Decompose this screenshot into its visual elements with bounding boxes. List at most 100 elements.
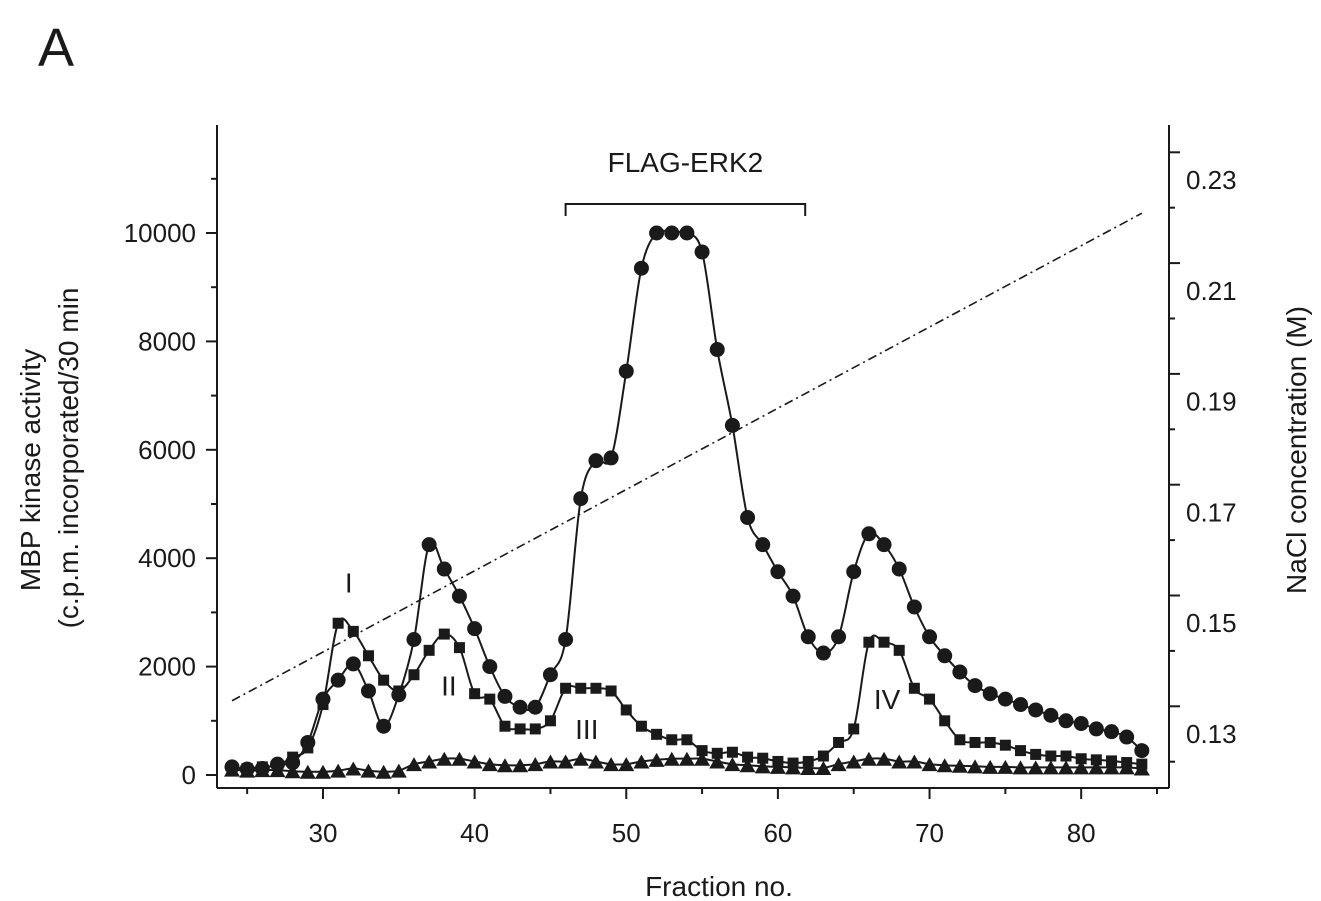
circle-point bbox=[709, 342, 725, 358]
square-point bbox=[833, 736, 845, 748]
x-tick-label: 30 bbox=[309, 818, 338, 848]
triangle-point bbox=[1058, 760, 1075, 775]
triangle-point bbox=[436, 751, 453, 766]
square-point bbox=[1030, 748, 1042, 760]
square-point bbox=[1090, 754, 1102, 766]
circle-point bbox=[345, 656, 361, 672]
triangle-point bbox=[936, 758, 953, 773]
triangle-point bbox=[466, 754, 483, 769]
circle-point bbox=[785, 588, 801, 604]
square-point bbox=[878, 636, 890, 648]
square-point bbox=[544, 715, 556, 727]
x-tick-label: 50 bbox=[612, 818, 641, 848]
square-point bbox=[408, 669, 420, 681]
square-point bbox=[1075, 753, 1087, 765]
y2-tick-label: 0.23 bbox=[1186, 165, 1237, 195]
circle-point bbox=[982, 686, 998, 702]
triangle-point bbox=[557, 754, 574, 769]
y-axis-title-line-1: MBP kinase activity bbox=[15, 349, 46, 591]
triangle-point bbox=[754, 759, 771, 774]
triangle-point bbox=[269, 763, 286, 778]
y-tick-label: 2000 bbox=[138, 652, 196, 682]
triangle-point bbox=[1042, 760, 1059, 775]
triangle-point bbox=[239, 763, 256, 778]
circle-point bbox=[891, 561, 907, 577]
square-point bbox=[1045, 750, 1057, 762]
circle-point bbox=[512, 699, 528, 715]
peak-label: III bbox=[575, 714, 598, 745]
circle-point bbox=[694, 244, 710, 260]
triangle-point bbox=[284, 764, 301, 779]
triangle-point bbox=[694, 751, 711, 766]
circle-point bbox=[603, 450, 619, 466]
square-point bbox=[954, 734, 966, 746]
flag-erk2-bracket bbox=[564, 203, 807, 216]
circle-point bbox=[967, 678, 983, 694]
square-point bbox=[696, 745, 708, 757]
triangle-point bbox=[967, 759, 984, 774]
triangle-point bbox=[496, 758, 513, 773]
triangle-point bbox=[542, 754, 559, 769]
square-point bbox=[347, 625, 359, 637]
triangle-point bbox=[572, 751, 589, 766]
nacl-gradient-layer bbox=[231, 212, 1143, 702]
square-point bbox=[742, 751, 754, 763]
peak-label: I bbox=[345, 568, 353, 599]
triangle-point bbox=[360, 763, 377, 778]
triangle-point bbox=[254, 763, 271, 778]
y-axis-title-line-2: (c.p.m. incorporated/30 min bbox=[53, 288, 84, 629]
circle-point bbox=[649, 225, 665, 241]
triangle-point bbox=[830, 757, 847, 772]
triangle-point bbox=[891, 754, 908, 769]
circle-point bbox=[376, 718, 392, 734]
panel-label: A bbox=[38, 18, 74, 78]
triangle-point bbox=[951, 758, 968, 773]
triangle-point bbox=[405, 757, 422, 772]
square-point bbox=[924, 693, 936, 705]
square-point bbox=[726, 746, 738, 758]
triangle-point bbox=[678, 751, 695, 766]
square-point bbox=[908, 682, 920, 694]
circle-point bbox=[800, 629, 816, 645]
triangle-point bbox=[648, 752, 665, 767]
square-point bbox=[287, 751, 299, 763]
triangle-point bbox=[800, 760, 817, 775]
square-point bbox=[969, 736, 981, 748]
circle-point bbox=[846, 564, 862, 580]
triangle-point bbox=[527, 757, 544, 772]
square-point bbox=[469, 688, 481, 700]
square-point bbox=[575, 682, 587, 694]
triangle-point bbox=[921, 757, 938, 772]
circle-point bbox=[482, 659, 498, 675]
triangle-point bbox=[1012, 760, 1029, 775]
circle-point bbox=[451, 588, 467, 604]
square-point bbox=[1060, 750, 1072, 762]
square-point bbox=[1015, 745, 1027, 757]
circle-point bbox=[724, 417, 740, 433]
triangle-point bbox=[845, 754, 862, 769]
circle-point bbox=[633, 260, 649, 276]
circle-point bbox=[467, 621, 483, 637]
y-tick-label: 0 bbox=[182, 760, 196, 790]
square-point bbox=[484, 693, 496, 705]
x-tick-label: 40 bbox=[460, 818, 489, 848]
triangle-point bbox=[860, 751, 877, 766]
square-point bbox=[378, 674, 390, 686]
square-point bbox=[651, 728, 663, 740]
square-point bbox=[848, 723, 860, 735]
square-point bbox=[817, 750, 829, 762]
square-point bbox=[438, 628, 450, 640]
circle-point bbox=[573, 491, 589, 507]
triangle-point bbox=[876, 751, 893, 766]
circle-point bbox=[740, 510, 756, 526]
circle-point bbox=[1119, 729, 1135, 745]
circle-point bbox=[1104, 724, 1120, 740]
circle-point bbox=[997, 691, 1013, 707]
square-point bbox=[711, 747, 723, 759]
circle-point bbox=[1058, 713, 1074, 729]
triangle-point bbox=[512, 758, 529, 773]
triangle-point bbox=[724, 757, 741, 772]
square-point bbox=[893, 644, 905, 656]
x-tick-label: 80 bbox=[1067, 818, 1096, 848]
